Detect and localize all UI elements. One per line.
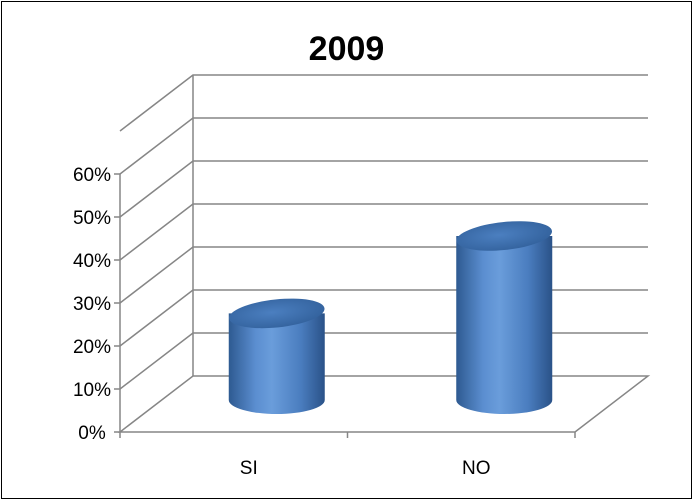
chart-title: 2009 <box>308 30 385 68</box>
y-tick-label: 30% <box>73 294 111 315</box>
bar-no <box>456 221 553 415</box>
bar-body <box>456 236 553 415</box>
y-tick-label: 10% <box>73 380 111 401</box>
gridline <box>119 117 648 175</box>
gridline <box>119 332 648 390</box>
x-category-label: SI <box>240 458 258 479</box>
y-tick-label: 0% <box>78 423 106 444</box>
y-tick-label: 20% <box>73 337 111 358</box>
gridline <box>119 203 648 261</box>
gridline <box>119 160 648 218</box>
y-tick-label: 40% <box>73 251 111 272</box>
gridline <box>119 74 648 132</box>
chart-floor <box>117 375 651 433</box>
gridline <box>119 246 648 304</box>
y-tick-label: 60% <box>73 165 111 186</box>
y-tick-label: 50% <box>73 208 111 229</box>
bar-si <box>228 298 325 415</box>
bar-top <box>456 221 553 251</box>
bar-top <box>228 298 325 329</box>
gridline <box>119 289 648 347</box>
bar-body <box>228 313 325 415</box>
x-category-label: NO <box>462 458 491 479</box>
